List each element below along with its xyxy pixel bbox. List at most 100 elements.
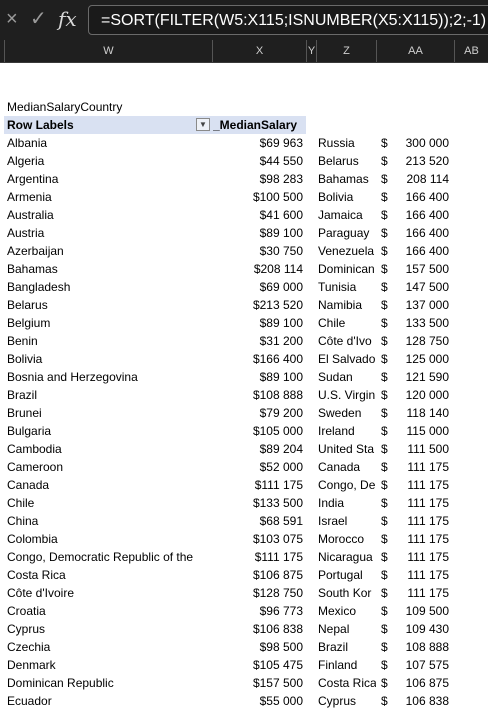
- sorted-currency-cell[interactable]: $: [381, 298, 388, 312]
- sorted-value-cell[interactable]: 111 175: [407, 568, 449, 582]
- pivot-salary-cell[interactable]: $52 000: [259, 460, 303, 474]
- pivot-country-cell[interactable]: Cameroon: [7, 460, 64, 474]
- sorted-country-cell[interactable]: Namibia: [318, 298, 363, 312]
- sorted-value-cell[interactable]: 111 175: [407, 478, 449, 492]
- sorted-country-cell[interactable]: Finland: [318, 658, 358, 672]
- sorted-currency-cell[interactable]: $: [381, 352, 388, 366]
- column-header-ab[interactable]: AB: [454, 40, 488, 62]
- sorted-currency-cell[interactable]: $: [381, 154, 388, 168]
- filter-dropdown-icon[interactable]: ▼: [196, 118, 210, 131]
- sorted-country-cell[interactable]: U.S. Virgin: [318, 388, 376, 402]
- pivot-salary-cell[interactable]: $108 888: [252, 388, 303, 402]
- sorted-country-cell[interactable]: El Salvado: [318, 352, 376, 366]
- sorted-currency-cell[interactable]: $: [381, 370, 388, 384]
- sorted-country-cell[interactable]: Cyprus: [318, 694, 357, 708]
- sorted-value-cell[interactable]: 120 000: [405, 388, 449, 402]
- sorted-currency-cell[interactable]: $: [381, 658, 388, 672]
- pivot-country-cell[interactable]: Cambodia: [7, 442, 62, 456]
- column-header-aa[interactable]: AA: [376, 40, 454, 62]
- sorted-currency-cell[interactable]: $: [381, 208, 388, 222]
- sorted-country-cell[interactable]: Morocco: [318, 532, 365, 546]
- pivot-country-cell[interactable]: Colombia: [7, 532, 58, 546]
- sorted-currency-cell[interactable]: $: [381, 388, 388, 402]
- sorted-country-cell[interactable]: Costa Rica: [318, 676, 376, 690]
- sorted-country-cell[interactable]: Russia: [318, 136, 355, 150]
- sorted-currency-cell[interactable]: $: [381, 514, 388, 528]
- pivot-country-cell[interactable]: Congo, Democratic Republic of the: [7, 550, 194, 564]
- sorted-country-cell[interactable]: Sweden: [318, 406, 362, 420]
- pivot-salary-cell[interactable]: $106 838: [252, 622, 303, 636]
- sorted-currency-cell[interactable]: $: [381, 694, 388, 708]
- pivot-salary-cell[interactable]: $68 591: [259, 514, 303, 528]
- sorted-value-cell[interactable]: 128 750: [405, 334, 449, 348]
- sorted-country-cell[interactable]: Nepal: [318, 622, 350, 636]
- sorted-country-cell[interactable]: Brazil: [318, 640, 349, 654]
- pivot-salary-cell[interactable]: $89 204: [259, 442, 303, 456]
- pivot-salary-cell[interactable]: $31 200: [259, 334, 303, 348]
- sorted-currency-cell[interactable]: $: [381, 280, 388, 294]
- sorted-currency-cell[interactable]: $: [381, 262, 388, 276]
- sorted-value-cell[interactable]: 300 000: [405, 136, 449, 150]
- pivot-country-cell[interactable]: Belarus: [7, 298, 48, 312]
- sorted-currency-cell[interactable]: $: [381, 586, 388, 600]
- sorted-value-cell[interactable]: 133 500: [405, 316, 449, 330]
- pivot-salary-cell[interactable]: $213 520: [252, 298, 303, 312]
- pivot-country-cell[interactable]: Armenia: [7, 190, 52, 204]
- pivot-salary-cell[interactable]: $89 100: [259, 226, 303, 240]
- sorted-country-cell[interactable]: Jamaica: [318, 208, 363, 222]
- sorted-value-cell[interactable]: 111 175: [407, 586, 449, 600]
- pivot-salary-cell[interactable]: $98 283: [259, 172, 303, 186]
- pivot-country-cell[interactable]: Albania: [7, 136, 48, 150]
- column-header-y[interactable]: Y: [306, 40, 316, 62]
- sorted-value-cell[interactable]: 121 590: [405, 370, 449, 384]
- pivot-salary-cell[interactable]: $157 500: [252, 676, 303, 690]
- sorted-value-cell[interactable]: 111 175: [407, 550, 449, 564]
- sorted-country-cell[interactable]: Dominican: [318, 262, 375, 276]
- pivot-country-cell[interactable]: Bulgaria: [7, 424, 52, 438]
- pivot-salary-cell[interactable]: $133 500: [252, 496, 303, 510]
- pivot-country-cell[interactable]: Dominican Republic: [7, 676, 114, 690]
- pivot-country-cell[interactable]: Czechia: [7, 640, 51, 654]
- pivot-salary-cell[interactable]: $111 175: [254, 478, 303, 492]
- sorted-currency-cell[interactable]: $: [381, 532, 388, 546]
- sorted-country-cell[interactable]: South Kor: [318, 586, 372, 600]
- sorted-country-cell[interactable]: Congo, De: [318, 478, 376, 492]
- sorted-currency-cell[interactable]: $: [381, 496, 388, 510]
- pivot-country-cell[interactable]: China: [7, 514, 39, 528]
- pivot-country-cell[interactable]: Chile: [7, 496, 35, 510]
- pivot-salary-cell[interactable]: $69 000: [259, 280, 303, 294]
- pivot-country-cell[interactable]: Brazil: [7, 388, 38, 402]
- sorted-currency-cell[interactable]: $: [381, 550, 388, 564]
- pivot-salary-cell[interactable]: $100 500: [252, 190, 303, 204]
- sorted-currency-cell[interactable]: $: [381, 568, 388, 582]
- sorted-currency-cell[interactable]: $: [381, 460, 388, 474]
- sorted-currency-cell[interactable]: $: [381, 604, 388, 618]
- pivot-salary-cell[interactable]: $41 600: [259, 208, 303, 222]
- pivot-country-cell[interactable]: Algeria: [7, 154, 45, 168]
- pivot-country-cell[interactable]: Croatia: [7, 604, 46, 618]
- sorted-currency-cell[interactable]: $: [381, 676, 388, 690]
- pivot-country-cell[interactable]: Denmark: [7, 658, 56, 672]
- sorted-value-cell[interactable]: 118 140: [406, 406, 450, 420]
- insert-function-icon[interactable]: fx: [58, 7, 77, 31]
- sorted-country-cell[interactable]: Venezuela: [318, 244, 375, 258]
- sorted-currency-cell[interactable]: $: [381, 442, 388, 456]
- pivot-title[interactable]: MedianSalaryCountry: [7, 100, 123, 114]
- sorted-value-cell[interactable]: 125 000: [405, 352, 449, 366]
- pivot-salary-cell[interactable]: $128 750: [252, 586, 303, 600]
- sorted-value-cell[interactable]: 108 888: [405, 640, 449, 654]
- pivot-country-cell[interactable]: Australia: [7, 208, 54, 222]
- pivot-salary-cell[interactable]: $166 400: [252, 352, 303, 366]
- pivot-country-cell[interactable]: Bolivia: [7, 352, 43, 366]
- sorted-currency-cell[interactable]: $: [381, 424, 388, 438]
- sorted-country-cell[interactable]: Côte d'Ivo: [318, 334, 372, 348]
- sorted-currency-cell[interactable]: $: [381, 244, 388, 258]
- pivot-salary-cell[interactable]: $69 963: [259, 136, 303, 150]
- sorted-value-cell[interactable]: 107 575: [405, 658, 449, 672]
- sorted-value-cell[interactable]: 111 175: [407, 460, 449, 474]
- sorted-country-cell[interactable]: Israel: [318, 514, 348, 528]
- sorted-value-cell[interactable]: 106 838: [405, 694, 449, 708]
- confirm-icon[interactable]: ✓: [30, 8, 47, 30]
- sorted-currency-cell[interactable]: $: [381, 226, 388, 240]
- pivot-salary-cell[interactable]: $96 773: [259, 604, 303, 618]
